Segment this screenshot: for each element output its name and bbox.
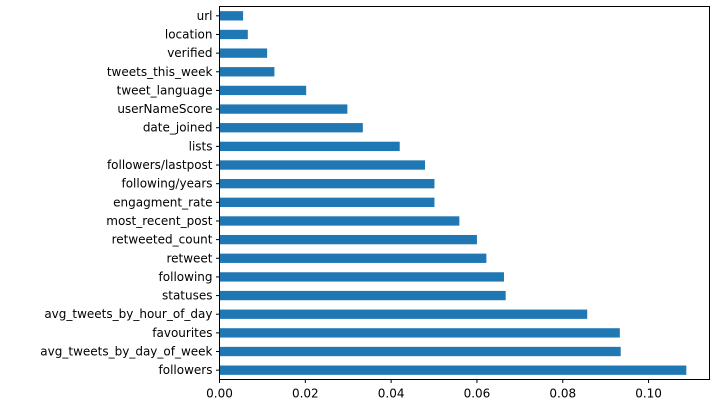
bar-following — [219, 272, 504, 282]
y-tick-label: engagment_rate — [113, 195, 212, 209]
y-tick-label: userNameScore — [117, 102, 212, 116]
x-axis-ticks: 0.00 0.02 0.04 0.06 0.08 0.10 — [206, 379, 662, 401]
x-tick-label: 0.00 — [206, 387, 233, 401]
bar-userNameScore — [219, 104, 348, 114]
bar-lists — [219, 141, 400, 152]
x-tick-label: 0.02 — [292, 387, 319, 401]
bar-followers — [219, 365, 687, 375]
y-tick-label: tweet_language — [117, 83, 213, 97]
bar-statuses — [219, 290, 506, 301]
y-tick-label: favourites — [152, 326, 212, 340]
bar-avg_tweets_by_hour_of_day — [219, 309, 588, 319]
bar-retweeted_count — [219, 234, 477, 245]
x-tick-label: 0.08 — [549, 387, 576, 401]
bar-followers/lastpost — [219, 160, 426, 170]
bar-date_joined — [219, 123, 363, 133]
y-tick-label: most_recent_post — [106, 214, 213, 228]
bar-tweet_language — [219, 85, 307, 96]
y-tick-label: avg_tweets_by_day_of_week — [40, 345, 212, 359]
bar-following/years — [219, 179, 435, 189]
bar-location — [219, 29, 248, 40]
y-tick-label: location — [165, 27, 213, 41]
x-tick-label: 0.10 — [635, 387, 662, 401]
y-tick-label: avg_tweets_by_hour_of_day — [44, 307, 212, 321]
y-tick-label: statuses — [162, 289, 213, 303]
y-tick-label: followers — [159, 363, 213, 377]
bar-favourites — [219, 328, 620, 338]
y-tick-label: lists — [189, 139, 213, 153]
y-axis-ticks: followers avg_tweets_by_day_of_week favour… — [40, 9, 220, 377]
y-tick-label: retweet — [166, 251, 212, 265]
bar-retweet — [219, 253, 487, 263]
bar-tweets_this_week — [219, 67, 275, 77]
x-tick-label: 0.06 — [464, 387, 491, 401]
bar-verified — [219, 48, 268, 58]
y-tick-label: following — [159, 270, 213, 284]
bar-engagment_rate — [219, 197, 435, 207]
y-tick-label: verified — [167, 46, 212, 60]
y-tick-label: retweeted_count — [112, 233, 213, 247]
bar-most_recent_post — [219, 216, 460, 226]
y-tick-label: following/years — [121, 177, 212, 191]
bar-url — [219, 11, 244, 21]
x-tick-label: 0.04 — [378, 387, 405, 401]
y-tick-label: tweets_this_week — [107, 65, 213, 79]
y-tick-label: date_joined — [143, 121, 213, 135]
plot-frame — [219, 6, 710, 380]
bars-group — [219, 11, 687, 375]
y-tick-label: followers/lastpost — [107, 158, 213, 172]
y-tick-label: url — [197, 9, 213, 23]
bar-avg_tweets_by_day_of_week — [219, 346, 621, 357]
